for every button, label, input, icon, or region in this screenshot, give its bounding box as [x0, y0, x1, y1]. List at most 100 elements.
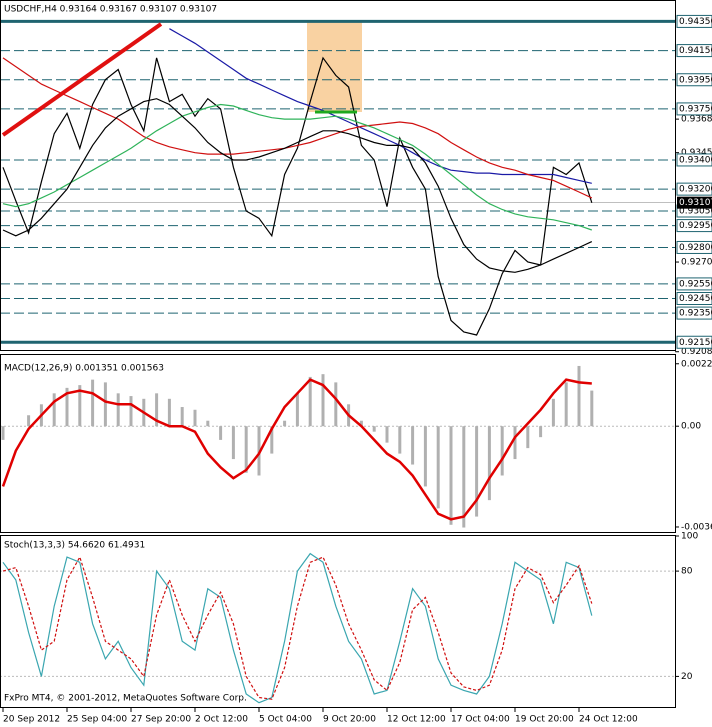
histogram-bar	[539, 426, 543, 438]
x-tick-label: 25 Sep 04:00	[67, 715, 127, 725]
histogram-bar	[308, 376, 312, 427]
y-tick-label: 80	[681, 567, 693, 577]
histogram-bar	[577, 365, 581, 427]
level-box	[676, 102, 712, 116]
histogram-bar	[372, 426, 376, 432]
macd-panel	[0, 354, 676, 533]
histogram-bar	[526, 426, 530, 449]
y-tick-label: -0.00368	[681, 522, 712, 532]
x-tick-label: 2 Oct 12:00	[195, 715, 248, 725]
series-line	[1, 378, 592, 521]
y-tick-label: 0.00228	[681, 359, 712, 369]
last-price-label: 0.93107	[679, 198, 712, 208]
y-tick-label: 0.00	[681, 422, 701, 432]
x-tick-label: 19 Oct 20:00	[515, 715, 574, 725]
series-line	[2, 103, 592, 231]
histogram-bar	[475, 426, 479, 517]
series-line	[2, 56, 593, 336]
histogram-bar	[462, 426, 466, 528]
histogram-bar	[411, 426, 415, 465]
y-tick-label: 100	[681, 532, 698, 542]
last-price-box	[677, 196, 712, 209]
y-tick-label: 0.92085	[681, 347, 712, 357]
histogram-bar	[334, 382, 338, 427]
histogram-bar	[257, 426, 261, 476]
level-box	[676, 306, 712, 320]
series-line	[2, 552, 593, 704]
histogram-bar	[1, 426, 5, 440]
level-box	[676, 292, 712, 305]
histogram-bar	[116, 393, 120, 427]
histogram-bar	[270, 426, 274, 454]
histogram-bar	[590, 390, 594, 427]
histogram-bar	[449, 426, 453, 525]
level-box	[676, 182, 712, 196]
y-tick-label: 20	[681, 672, 693, 682]
stoch-title: Stoch(13,3,3) 54.6620 61.4931	[4, 541, 145, 551]
histogram-bar	[91, 379, 95, 427]
histogram-bar	[78, 385, 82, 427]
histogram-bar	[65, 387, 69, 427]
histogram-bar	[359, 420, 363, 427]
histogram-bar	[219, 426, 223, 440]
histogram-bar	[385, 426, 389, 443]
histogram-bar	[206, 420, 210, 427]
histogram-bar	[52, 393, 56, 427]
chart-title: USDCHF,H4 0.93164 0.93167 0.93107 0.9310…	[4, 5, 217, 15]
level-box	[676, 73, 712, 87]
histogram-bar	[103, 382, 107, 427]
histogram-bar	[193, 409, 197, 427]
level-box	[676, 240, 712, 254]
histogram-bar	[283, 420, 287, 427]
histogram-bar	[295, 393, 299, 427]
histogram-bar	[155, 393, 159, 427]
stoch-panel	[0, 535, 676, 708]
price-panel	[0, 0, 676, 351]
x-tick-label: 9 Oct 20:00	[323, 715, 376, 725]
histogram-bar	[167, 398, 171, 427]
histogram-bar	[500, 426, 504, 476]
x-tick-label: 27 Sep 20:00	[131, 715, 191, 725]
series-line	[169, 28, 592, 184]
histogram-bar	[487, 426, 491, 501]
level-box	[676, 44, 712, 58]
histogram-bar	[423, 426, 427, 487]
macd-title: MACD(12,26,9) 0.001351 0.001563	[4, 364, 164, 374]
series-line	[2, 57, 593, 199]
level-box	[676, 14, 712, 28]
x-tick-label: 20 Sep 2012	[3, 715, 60, 725]
layers	[0, 19, 675, 704]
histogram-bar	[513, 426, 517, 460]
level-box	[676, 219, 712, 233]
level-box	[676, 153, 712, 167]
x-tick-label: 12 Oct 12:00	[387, 715, 446, 725]
highlight-box	[307, 22, 362, 112]
x-tick-label: 17 Oct 04:00	[451, 715, 510, 725]
histogram-bar	[244, 426, 248, 473]
histogram-bar	[551, 398, 555, 427]
histogram-bar	[564, 382, 568, 427]
histogram-bar	[398, 426, 402, 454]
histogram-bar	[231, 426, 235, 460]
x-tick-label: 5 Oct 04:00	[259, 715, 312, 725]
level-box	[676, 277, 712, 291]
histogram-bar	[129, 396, 133, 427]
x-tick-label: 24 Oct 12:00	[579, 715, 638, 725]
histogram-bar	[321, 374, 325, 427]
histogram-bar	[27, 415, 31, 427]
trend-line	[1, 22, 163, 137]
